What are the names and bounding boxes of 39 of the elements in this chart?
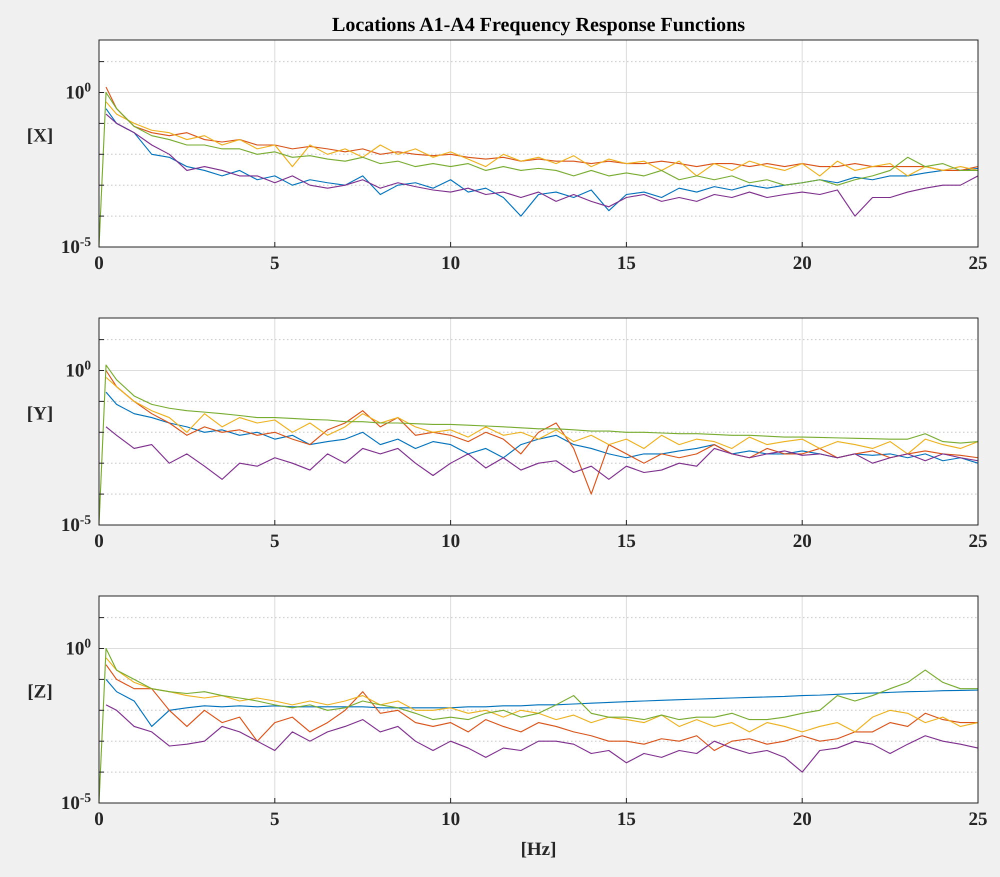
line-series <box>105 86 979 172</box>
x-tick-label: 15 <box>616 531 636 552</box>
x-tick-label: 20 <box>792 809 812 830</box>
y-axis-title: [Y] <box>26 403 54 424</box>
y-tick-label: 10$^{-5}$ <box>60 790 92 814</box>
y-tick-label: 10$^{-5}$ <box>60 234 92 258</box>
x-tick-label: 0 <box>94 253 104 274</box>
line-series <box>105 370 979 495</box>
x-tick-label: 5 <box>270 809 280 830</box>
line-series <box>105 664 979 752</box>
x-tick-label: 15 <box>616 809 636 830</box>
x-axis-title: [Hz] <box>520 839 556 860</box>
y-tick-label: 10$^{0}$ <box>65 357 92 382</box>
line-series <box>105 426 979 480</box>
line-series <box>105 101 979 176</box>
x-tick-label: 0 <box>94 809 104 830</box>
line-series <box>105 704 979 773</box>
x-tick-label: 5 <box>270 531 280 552</box>
y-tick-label: 10$^{0}$ <box>65 79 92 104</box>
line-series <box>105 657 979 732</box>
x-tick-label: 25 <box>968 253 988 274</box>
line-series <box>105 678 979 728</box>
y-tick-label: 10$^{-5}$ <box>60 512 92 536</box>
x-tick-label: 20 <box>792 531 812 552</box>
y-tick-label: 10$^{0}$ <box>65 635 92 660</box>
x-tick-label: 25 <box>968 531 988 552</box>
x-tick-label: 20 <box>792 253 812 274</box>
x-tick-label: 0 <box>94 531 104 552</box>
x-tick-label: 10 <box>441 531 460 552</box>
x-tick-label: 5 <box>270 253 280 274</box>
x-tick-label: 10 <box>441 809 460 830</box>
y-axis-title: [Z] <box>27 681 53 702</box>
chart-title: Locations A1-A4 Frequency Response Functions <box>332 14 746 36</box>
line-series <box>105 392 979 464</box>
y-axis-title: [X] <box>26 125 54 146</box>
x-tick-label: 10 <box>441 253 460 274</box>
x-tick-label: 15 <box>616 253 636 274</box>
x-tick-label: 25 <box>968 809 988 830</box>
line-series <box>105 376 979 454</box>
